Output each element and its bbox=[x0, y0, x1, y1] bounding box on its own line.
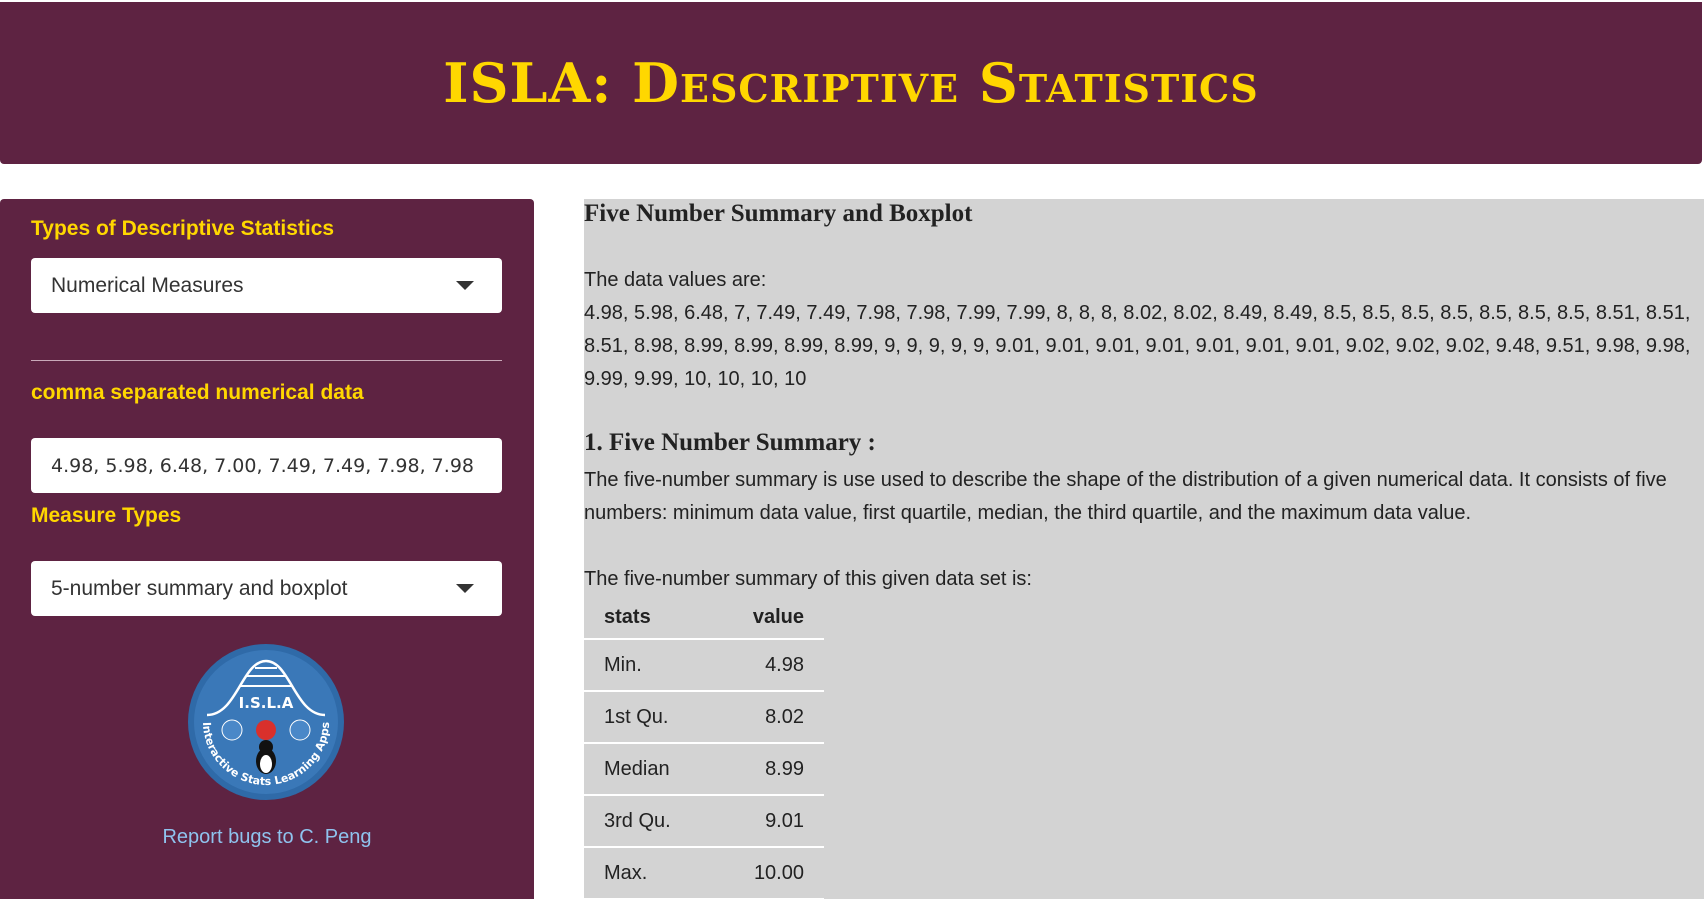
measure-type-selected: 5-number summary and boxplot bbox=[51, 576, 348, 600]
logo-text: I.S.L.A bbox=[239, 694, 294, 712]
summary-intro: The five-number summary of this given da… bbox=[584, 568, 1032, 590]
table-header-row: stats value bbox=[584, 596, 824, 640]
table-header-value: value bbox=[714, 596, 824, 640]
measure-type-select[interactable]: 5-number summary and boxplot bbox=[31, 561, 502, 616]
table-header-stats: stats bbox=[584, 596, 714, 640]
chevron-down-icon bbox=[456, 584, 474, 593]
measure-type-label: Measure Types bbox=[31, 504, 182, 527]
main-panel: Five Number Summary and Boxplot The data… bbox=[584, 199, 1704, 900]
table-row: 3rd Qu. 9.01 bbox=[584, 795, 824, 848]
table-row: 1st Qu. 8.02 bbox=[584, 691, 824, 744]
table-cell-value: 4.98 bbox=[714, 639, 824, 692]
data-values: 4.98, 5.98, 6.48, 7, 7.49, 7.49, 7.98, 7… bbox=[584, 302, 1691, 390]
table-row: Min. 4.98 bbox=[584, 639, 824, 692]
five-number-table: stats value Min. 4.98 1st Qu. 8.02 Media… bbox=[584, 596, 824, 900]
page-title: ISLA: Descriptive Statistics bbox=[443, 51, 1259, 115]
table-cell-stat: 3rd Qu. bbox=[584, 795, 714, 848]
stats-type-label: Types of Descriptive Statistics bbox=[31, 217, 335, 240]
section-title: 1. Five Number Summary : bbox=[584, 429, 876, 456]
report-bugs-link[interactable]: Report bugs to C. Peng bbox=[162, 826, 372, 848]
data-input-label: comma separated numerical data bbox=[31, 381, 364, 404]
table-cell-value: 8.99 bbox=[714, 743, 824, 796]
section-description: The five-number summary is use used to d… bbox=[584, 469, 1667, 524]
table-cell-stat: Max. bbox=[584, 847, 714, 900]
table-row: Median 8.99 bbox=[584, 743, 824, 796]
table-cell-value: 8.02 bbox=[714, 691, 824, 744]
isla-logo: I.S.L.A Interactive Stats Learning Apps bbox=[188, 644, 344, 800]
table-row: Max. 10.00 bbox=[584, 847, 824, 900]
sidebar-divider bbox=[31, 360, 502, 361]
table-cell-stat: 1st Qu. bbox=[584, 691, 714, 744]
data-input-value: 4.98, 5.98, 6.48, 7.00, 7.49, 7.49, 7.98… bbox=[51, 454, 474, 477]
table-cell-stat: Median bbox=[584, 743, 714, 796]
table-cell-stat: Min. bbox=[584, 639, 714, 692]
table-cell-value: 10.00 bbox=[714, 847, 824, 900]
data-intro: The data values are: bbox=[584, 269, 767, 291]
stats-type-select[interactable]: Numerical Measures bbox=[31, 258, 502, 313]
stats-type-selected: Numerical Measures bbox=[51, 273, 244, 297]
app-header: ISLA: Descriptive Statistics bbox=[0, 2, 1702, 164]
chevron-down-icon bbox=[456, 281, 474, 290]
table-cell-value: 9.01 bbox=[714, 795, 824, 848]
sidebar-panel: Types of Descriptive Statistics Numerica… bbox=[0, 199, 534, 899]
data-input-field[interactable]: 4.98, 5.98, 6.48, 7.00, 7.49, 7.49, 7.98… bbox=[31, 438, 502, 493]
main-title: Five Number Summary and Boxplot bbox=[584, 200, 973, 227]
